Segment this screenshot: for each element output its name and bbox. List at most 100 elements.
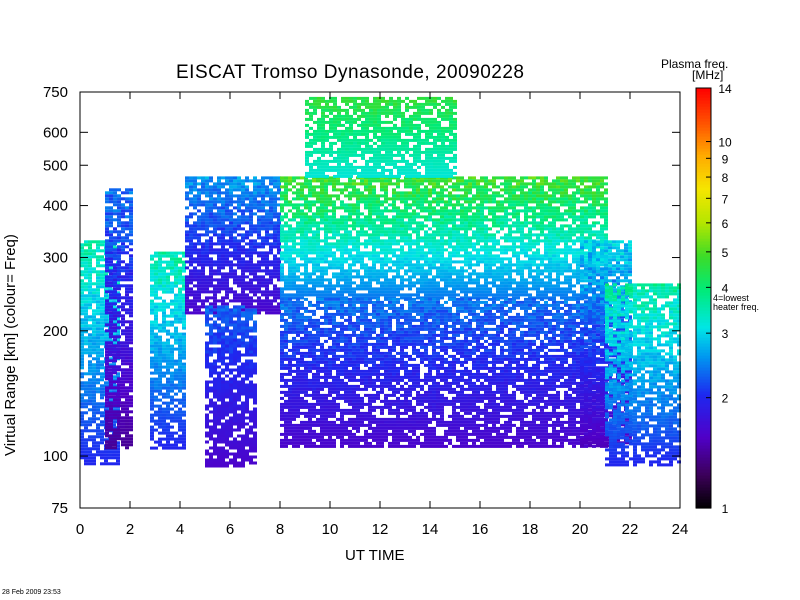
heat-cell-band-0: [88, 252, 92, 256]
heat-cell-band-1: [129, 284, 133, 288]
heat-cell-band-3: [257, 236, 261, 240]
heat-cell-band-0: [96, 369, 100, 373]
heat-cell-band-0: [112, 426, 116, 430]
heat-cell-band-5: [432, 242, 436, 246]
heat-cell-band-4: [229, 362, 233, 366]
heat-cell-band-2: [182, 437, 186, 441]
heat-cell-band-5: [328, 236, 332, 240]
heat-cell-band-5: [284, 242, 288, 246]
heat-cell-band-5: [304, 251, 308, 255]
heat-cell-band-3: [217, 242, 221, 246]
heat-cell-band-5: [332, 245, 336, 249]
heat-cell-band-4: [245, 458, 249, 462]
heat-cell-band-5: [380, 218, 384, 222]
heat-cell-band-0: [96, 339, 100, 343]
heat-cell-band-4: [205, 440, 209, 444]
heat-cell-band-5: [308, 182, 312, 186]
heat-cell-band-2: [150, 278, 154, 282]
heat-cell-band-5: [328, 260, 332, 264]
heat-cell-band-3: [229, 299, 233, 303]
heat-cell-band-3: [189, 272, 193, 276]
heat-cell-band-5: [368, 224, 372, 228]
heat-cell-band-5: [384, 230, 388, 234]
heat-cell-band-4: [205, 386, 209, 390]
heat-cell-band-5: [428, 218, 432, 222]
heat-cell-band-3: [257, 287, 261, 291]
heat-cell-band-5: [436, 245, 440, 249]
heat-cell-band-2: [158, 335, 162, 339]
heat-cell-band-5: [512, 278, 516, 282]
heat-cell-band-5: [316, 212, 320, 216]
heat-cell-band-3: [221, 275, 225, 279]
heat-cell-band-4: [209, 338, 213, 342]
heat-cell-band-5: [352, 218, 356, 222]
heat-cell-band-4: [241, 371, 245, 375]
heat-cell-band-1: [105, 224, 109, 228]
heat-cell-band-2: [174, 314, 178, 318]
heat-cell-band-3: [209, 221, 213, 225]
heat-cell-band-5: [488, 275, 492, 279]
heat-cell-band-5: [312, 218, 316, 222]
heat-cell-band-5: [280, 203, 284, 207]
heat-cell-band-5: [408, 263, 412, 267]
heat-cell-band-2: [170, 353, 174, 357]
heat-cell-band-5: [472, 194, 476, 198]
heat-cell-band-0: [80, 447, 84, 451]
heat-cell-band-5: [500, 206, 504, 210]
heat-cell-band-5: [304, 185, 308, 189]
heat-cell-band-5: [472, 212, 476, 216]
heat-cell-band-0: [80, 453, 84, 457]
heat-cell-band-4: [233, 446, 237, 450]
heat-cell-band-4: [225, 401, 229, 405]
heat-cell-band-2: [178, 314, 182, 318]
heat-cell-band-5: [424, 251, 428, 255]
heat-cell-band-5: [340, 203, 344, 207]
heat-cell-band-5: [296, 209, 300, 213]
heat-cell-band-3: [189, 248, 193, 252]
heat-cell-band-3: [269, 209, 273, 213]
heat-cell-band-5: [356, 284, 360, 288]
heat-cell-band-4: [245, 416, 249, 420]
heat-cell-band-4: [217, 338, 221, 342]
heat-cell-band-5: [300, 245, 304, 249]
heat-cell-band-5: [456, 218, 460, 222]
heat-cell-band-4: [209, 458, 213, 462]
heat-cell-band-0: [84, 438, 88, 442]
heat-cell-band-1: [129, 302, 133, 306]
heat-cell-band-3: [261, 293, 265, 297]
heat-cell-band-2: [150, 434, 154, 438]
heat-cell-band-3: [265, 227, 269, 231]
heat-cell-band-1: [117, 203, 121, 207]
heat-cell-band-3: [265, 200, 269, 204]
heat-cell-band-2: [166, 362, 170, 366]
heat-cell-band-5: [404, 257, 408, 261]
heat-cell-band-5: [456, 182, 460, 186]
heat-cell-band-0: [88, 429, 92, 433]
heat-cell-band-5: [340, 278, 344, 282]
heat-cell-band-4: [237, 422, 241, 426]
heat-cell-band-1: [121, 308, 125, 312]
heat-cell-band-5: [380, 185, 384, 189]
heat-cell-band-3: [193, 272, 197, 276]
heat-cell-band-5: [492, 218, 496, 222]
heat-cell-band-5: [380, 200, 384, 204]
heat-cell-band-2: [166, 440, 170, 444]
heat-cell-band-5: [324, 269, 328, 273]
heat-cell-band-0: [96, 255, 100, 259]
heat-cell-band-5: [284, 260, 288, 264]
heat-cell-band-5: [300, 215, 304, 219]
heat-cell-band-5: [448, 278, 452, 282]
heat-cell-band-1: [113, 350, 117, 354]
heat-cell-band-5: [304, 275, 308, 279]
heat-cell-band-1: [113, 212, 117, 216]
heat-cell-band-0: [88, 333, 92, 337]
heat-cell-band-3: [269, 200, 273, 204]
heat-cell-band-3: [261, 227, 265, 231]
heat-cell-band-1: [109, 236, 113, 240]
heat-cell-band-0: [92, 453, 96, 457]
heat-cell-band-5: [416, 233, 420, 237]
heat-cell-band-2: [150, 341, 154, 345]
heat-cell-band-2: [154, 422, 158, 426]
heat-cell-band-4: [233, 308, 237, 312]
heat-cell-band-3: [277, 257, 281, 261]
